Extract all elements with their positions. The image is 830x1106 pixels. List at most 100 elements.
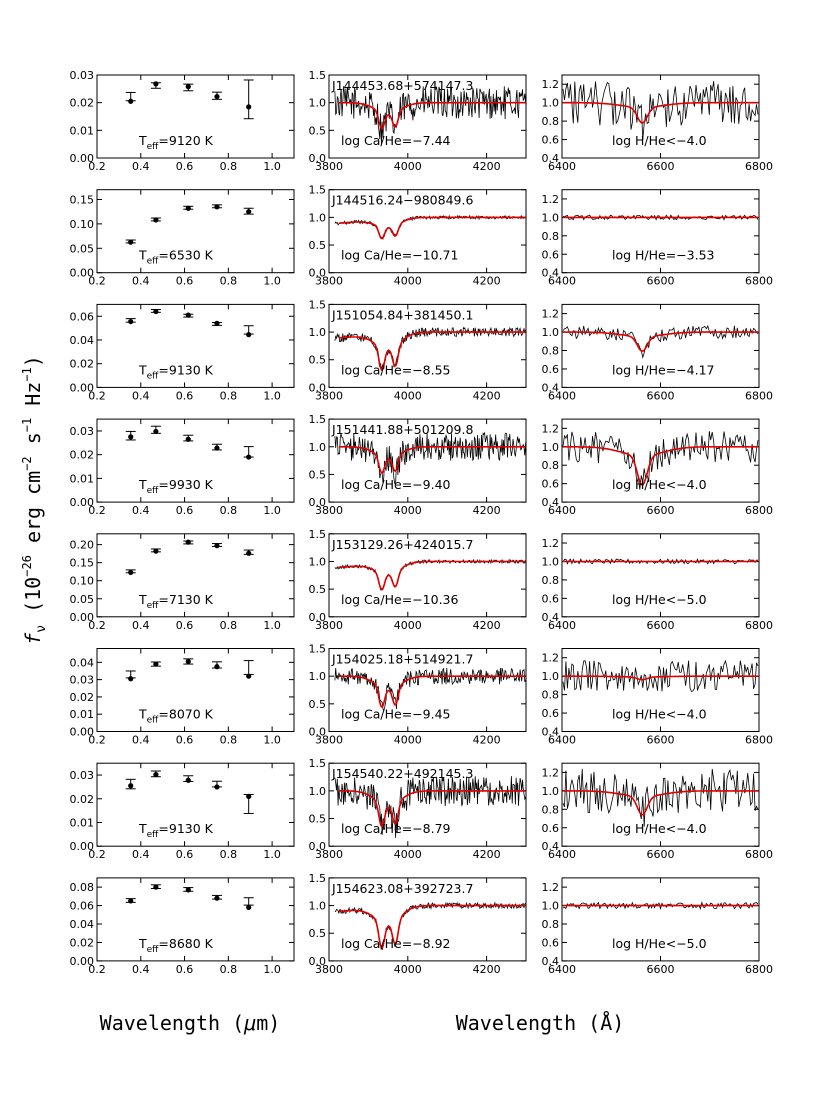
photometry-point — [214, 895, 220, 901]
phot6-xtick-label: 0.6 — [176, 848, 194, 861]
ha2-ytick-label: 1.2 — [542, 308, 560, 321]
calcium-abundance-label: log Ca/He=−8.92 — [341, 936, 451, 951]
ha2-ytick-label: 0.6 — [542, 363, 560, 376]
ca2-ytick-label: 1.5 — [309, 298, 327, 311]
phot6-ytick-label: 0.02 — [70, 793, 95, 806]
phot5-xtick-label: 0.6 — [176, 734, 194, 747]
photometry-point — [246, 104, 252, 110]
ha2-xtick-label: 6800 — [745, 389, 773, 402]
object-name: J154623.08+392723.7 — [331, 881, 473, 896]
ca0-xtick-label: 4200 — [473, 160, 501, 173]
object-name: J151054.84+381450.1 — [331, 307, 473, 322]
phot6-xtick-label: 0.4 — [132, 848, 150, 861]
photometry-point — [185, 84, 191, 90]
phot7-ytick-label: 0.06 — [70, 900, 95, 913]
phot1-xtick-label: 0.2 — [88, 275, 106, 288]
calcium-spectrum-model — [338, 331, 526, 371]
ha1-ytick-label: 0.8 — [542, 230, 560, 243]
photometry-point — [185, 887, 191, 893]
panel-row: 0.2 0.4 0.6 0.8 1.0 0.00 0.05 0.10 0.15 Teff=6530… — [70, 184, 774, 288]
phot4-xtick-label: 0.2 — [88, 619, 106, 632]
ca4-xtick-label: 4000 — [394, 619, 422, 632]
phot4-ytick-label: 0.00 — [70, 611, 95, 624]
calcium-abundance-label: log Ca/He=−9.40 — [341, 477, 451, 492]
halpha-spectrum-model — [563, 790, 758, 816]
ca3-ytick-label: 0.5 — [309, 468, 327, 481]
ca4-ytick-label: 1.0 — [309, 555, 327, 568]
ca2-ytick-label: 1.0 — [309, 326, 327, 339]
phot4-xtick-label: 0.4 — [132, 619, 150, 632]
ca7-xtick-label: 4000 — [394, 963, 422, 976]
ha0-xtick-label: 6800 — [745, 160, 773, 173]
photometry-point — [214, 204, 220, 210]
object-name: J144516.24−980849.6 — [331, 193, 473, 208]
ha6-ytick-label: 0.6 — [542, 822, 560, 835]
phot2-xtick-label: 0.6 — [176, 389, 194, 402]
phot2-ytick-label: 0.06 — [70, 310, 95, 323]
ca1-xtick-label: 3800 — [315, 275, 343, 288]
phot7-ytick-label: 0.00 — [70, 955, 95, 968]
ca4-frame — [328, 533, 527, 618]
ca6-ytick-label: 1.5 — [309, 757, 327, 770]
calcium-spectrum-observed — [334, 776, 526, 838]
teff-label: Teff=9930 K — [138, 477, 214, 496]
ha4-xtick-label: 6400 — [548, 619, 576, 632]
ca3-ytick-label: 1.0 — [309, 441, 327, 454]
phot6-ytick-label: 0.00 — [70, 840, 95, 853]
ca1-ytick-label: 1.5 — [309, 184, 327, 197]
object-name: J153129.26+424015.7 — [331, 537, 473, 552]
ha2-xtick-label: 6400 — [548, 389, 576, 402]
phot5-ytick-label: 0.00 — [70, 726, 95, 739]
phot2-ytick-label: 0.00 — [70, 381, 95, 394]
ca6-xtick-label: 4200 — [473, 848, 501, 861]
ha3-ytick-label: 1.2 — [542, 422, 560, 435]
hydrogen-abundance-label: log H/He<−5.0 — [612, 592, 707, 607]
phot2-xtick-label: 0.8 — [220, 389, 238, 402]
photometry-point — [153, 81, 159, 87]
ha5-ytick-label: 1.0 — [542, 670, 560, 683]
phot7-frame — [96, 877, 295, 962]
ha4-xtick-label: 6800 — [745, 619, 773, 632]
ha1-xtick-label: 6600 — [647, 275, 675, 288]
phot1-xtick-label: 0.4 — [132, 275, 150, 288]
calcium-spectrum-observed — [334, 558, 526, 591]
hydrogen-abundance-label: log H/He<−4.0 — [612, 707, 707, 722]
ha1-ytick-label: 1.2 — [542, 193, 560, 206]
ca6-xtick-label: 4000 — [394, 848, 422, 861]
halpha-spectrum-observed — [562, 81, 759, 140]
ca2-xtick-label: 3800 — [315, 389, 343, 402]
ca5-xtick-label: 4000 — [394, 734, 422, 747]
photometry-point — [128, 569, 134, 576]
teff-value: =7130 K — [158, 592, 213, 607]
ca0-frame — [328, 74, 527, 159]
ca5-frame — [328, 648, 527, 732]
photometry-point — [246, 209, 252, 215]
photometry-point — [214, 664, 220, 670]
teff-value: =6530 K — [158, 248, 213, 263]
phot5-ytick-label: 0.02 — [70, 691, 95, 704]
ca1-xtick-label: 4000 — [394, 275, 422, 288]
ca3-ytick-label: 0.0 — [309, 496, 327, 509]
ha4-xtick-label: 6600 — [647, 619, 675, 632]
halpha-spectrum-observed — [562, 768, 759, 827]
photometry-point — [153, 308, 159, 315]
hydrogen-abundance-label: log H/He=−4.17 — [612, 362, 715, 377]
phot0-ytick-label: 0.00 — [70, 152, 95, 165]
phot1-xtick-label: 0.8 — [220, 275, 238, 288]
ha5-ytick-label: 1.2 — [542, 652, 560, 665]
ca4-ytick-label: 1.5 — [309, 528, 327, 541]
ca5-ytick-label: 0.5 — [309, 698, 327, 711]
photometry-point — [214, 445, 220, 451]
teff-value: =8680 K — [158, 936, 213, 951]
phot2-xtick-label: 0.4 — [132, 389, 150, 402]
ca7-xtick-label: 3800 — [315, 963, 343, 976]
photometry-point — [185, 539, 191, 545]
object-name: J144453.68+574147.3 — [331, 78, 473, 93]
object-name: J151441.88+501209.8 — [331, 422, 473, 437]
phot3-frame — [96, 418, 295, 503]
phot4-ytick-label: 0.10 — [70, 575, 95, 588]
ca6-ytick-label: 0.0 — [309, 840, 327, 853]
ha0-ytick-label: 1.0 — [542, 97, 560, 110]
hydrogen-abundance-label: log H/He<−4.0 — [612, 133, 707, 148]
